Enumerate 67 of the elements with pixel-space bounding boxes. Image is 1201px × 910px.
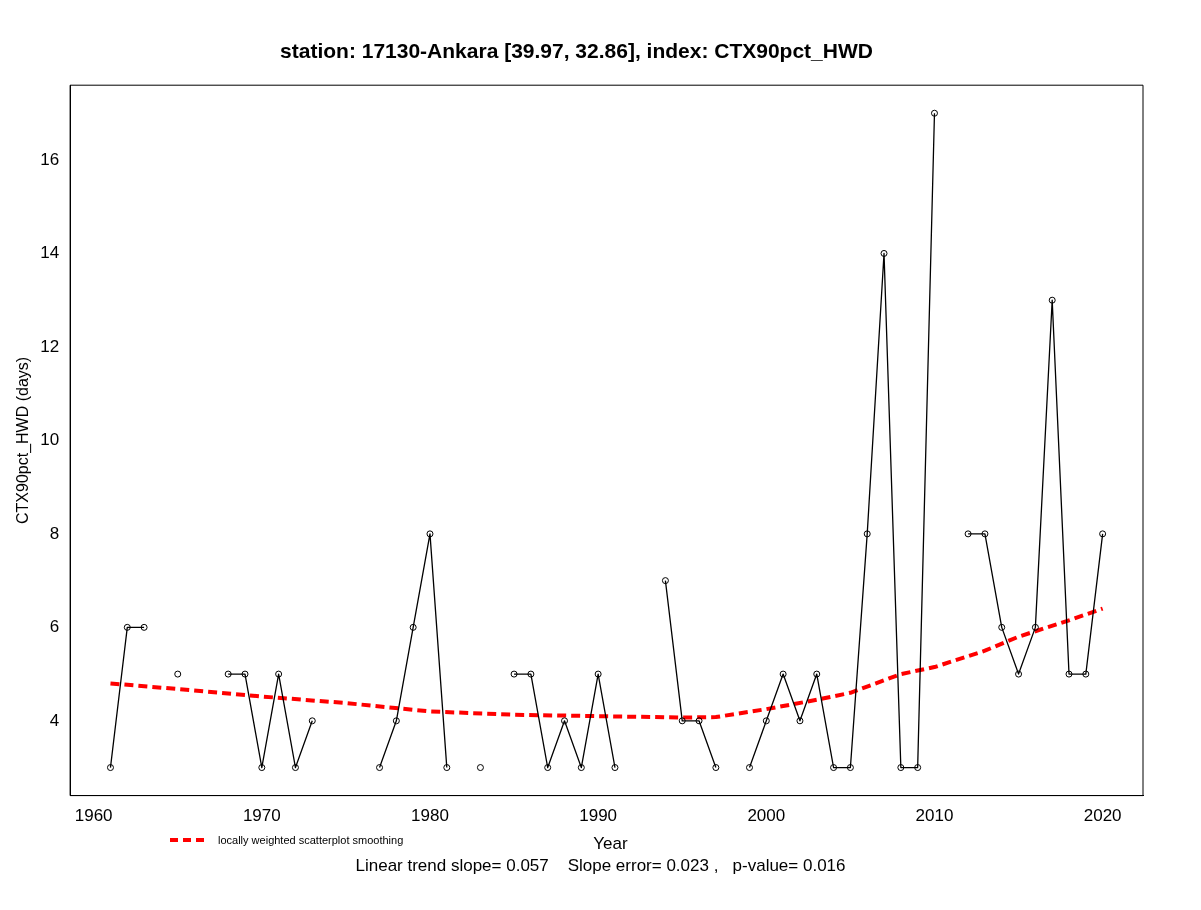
point <box>443 764 451 772</box>
point <box>392 717 400 725</box>
x-tick-label: 1960 <box>74 806 113 826</box>
point <box>678 717 686 725</box>
point <box>1048 296 1056 304</box>
point <box>712 764 720 772</box>
x-tick-label: 2000 <box>747 806 786 826</box>
point <box>308 717 316 725</box>
point <box>409 623 417 631</box>
point <box>510 670 518 678</box>
point <box>577 764 585 772</box>
point <box>880 249 888 257</box>
point <box>762 717 770 725</box>
point <box>846 764 854 772</box>
y-tick-label: 10 <box>40 430 60 450</box>
point <box>527 670 535 678</box>
y-tick-label: 6 <box>49 617 60 637</box>
point <box>106 764 114 772</box>
point <box>224 670 232 678</box>
point <box>1082 670 1090 678</box>
point <box>661 577 669 585</box>
point <box>611 764 619 772</box>
point <box>779 670 787 678</box>
x-tick-label: 1980 <box>411 806 449 826</box>
point <box>830 764 838 772</box>
x-tick-label: 1970 <box>242 806 281 826</box>
point <box>174 670 182 678</box>
point <box>998 623 1006 631</box>
point <box>291 764 299 772</box>
y-tick-label: 8 <box>49 523 60 543</box>
point <box>275 670 283 678</box>
legend-label: locally weighted scatterplot smoothing <box>218 834 404 846</box>
point <box>964 530 972 538</box>
point <box>1099 530 1107 538</box>
text: Linear trend slope= 0.057 Slope error= 0.023 , p-value= 0.016 <box>354 856 847 876</box>
point <box>376 764 384 772</box>
point <box>746 764 753 772</box>
y-tick-label: 14 <box>40 243 60 263</box>
point <box>695 717 703 725</box>
point <box>140 623 148 631</box>
point <box>796 717 804 725</box>
point <box>897 764 905 772</box>
y-axis-title: CTX90pct_HWD (days) <box>14 356 33 524</box>
point <box>594 670 602 678</box>
point <box>426 530 434 538</box>
point <box>813 670 821 678</box>
point <box>1065 670 1073 678</box>
point <box>544 764 552 772</box>
point <box>914 764 922 772</box>
point <box>258 764 266 772</box>
x-tick-label: 2020 <box>1083 806 1122 826</box>
point <box>123 623 131 631</box>
point <box>1031 623 1039 631</box>
chart-title: station: 17130-Ankara [39.97, 32.86], index: CTX90pct_HWD <box>280 39 873 63</box>
y-tick-label: 4 <box>49 710 60 730</box>
x-tick-label: 2010 <box>915 806 954 826</box>
point <box>476 764 484 772</box>
x-tick-label: 1990 <box>579 806 618 826</box>
point <box>930 109 938 117</box>
point <box>981 530 989 538</box>
y-tick-label: 16 <box>40 149 60 169</box>
point <box>241 670 249 678</box>
x-axis-title: Year <box>593 834 628 853</box>
point <box>1015 670 1023 678</box>
y-tick-label: 12 <box>40 336 60 356</box>
point <box>863 530 871 538</box>
point <box>561 717 569 725</box>
